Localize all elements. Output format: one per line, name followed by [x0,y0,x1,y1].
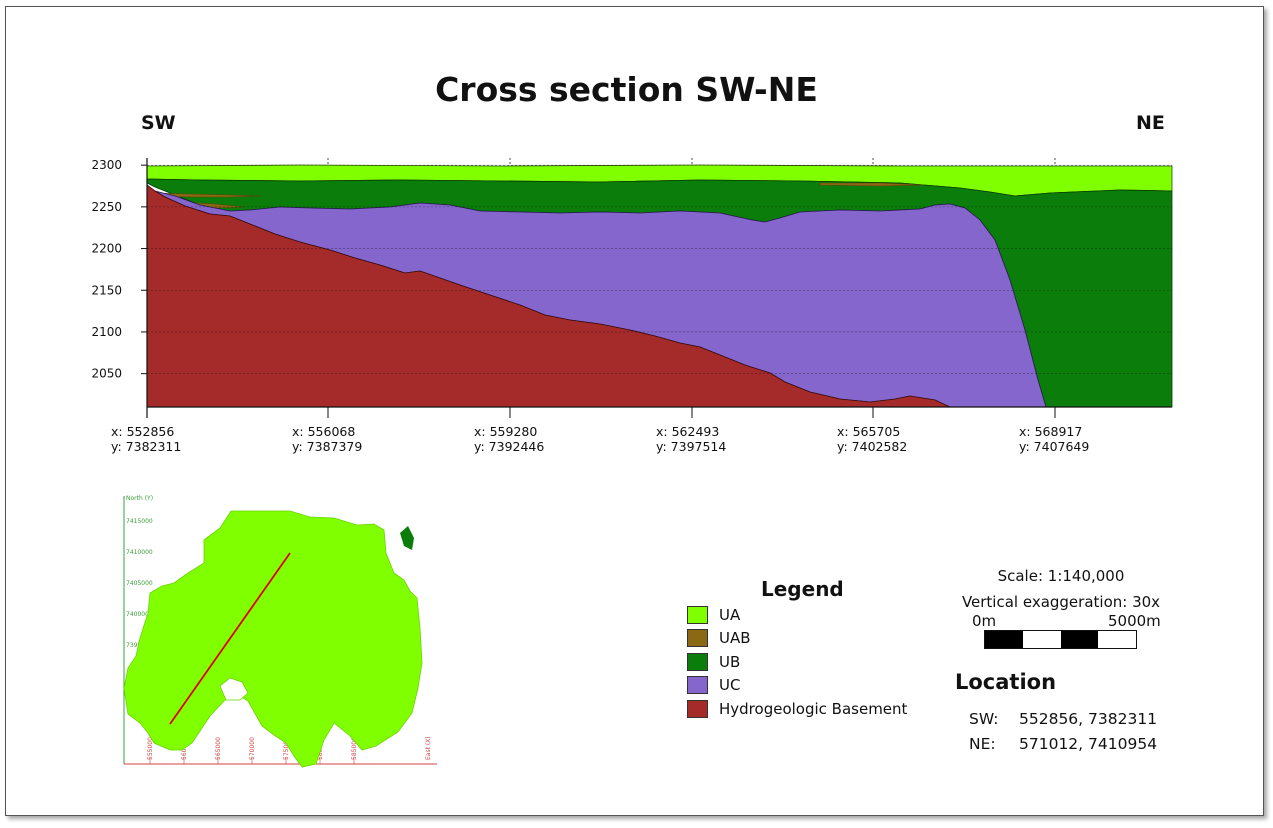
y-tick-label: 2050 [91,367,122,381]
scalebar [984,630,1137,649]
scalebar-segment [985,631,1023,648]
location-sw-label: SW: [969,710,999,728]
legend-item: UAB [687,627,907,651]
legend-item: UB [687,650,907,674]
x-axis-ticks [146,407,1056,418]
station-x-value: x: 565705 [837,424,901,439]
inset-x-tick-label: 565000 [215,737,222,760]
station-y-value: y: 7382311 [111,439,182,454]
legend-swatch [687,652,708,671]
scalebar-end-label: 5000m [1108,612,1161,630]
station-y-value: y: 7397514 [656,439,727,454]
legend-item: UA [687,603,907,627]
scalebar-start-label: 0m [972,612,997,630]
station-x-value: x: 559280 [474,424,538,439]
inset-y-tick-label: 7410000 [126,549,153,556]
cross-section-line [169,552,291,725]
location-sw-row: SW: 552856, 7382311 [969,710,1157,728]
location-title: Location [955,670,1057,694]
inset-x-tick-label: 555000 [147,737,154,760]
y-axis-ticks: 2300 2250 2200 2150 2100 2050 [91,158,1172,381]
y-tick-label: 2150 [91,283,122,297]
station-x-value: x: 552856 [111,424,175,439]
station-coordinate-label: x: 562493 y: 7397514 [656,424,726,454]
inset-location-map: North (Y) East (X) 7415000 7410000 7405000… [123,495,437,768]
station-y-value: y: 7402582 [837,439,908,454]
scalebar-segment [1022,631,1061,648]
y-tick-label: 2250 [91,200,122,214]
y-tick-label: 2100 [91,325,122,339]
station-y-value: y: 7392446 [474,439,545,454]
legend-label: UB [719,652,741,671]
page-title: Cross section SW-NE [435,70,818,109]
inset-x-tick-label: 575000 [283,737,290,760]
location-ne-label: NE: [969,735,996,753]
inset-land-area [123,510,423,768]
inset-y-tick-label: 7405000 [126,580,153,587]
inset-x-axis-title: East (X) [425,736,432,760]
station-coordinate-label: x: 552856 y: 7382311 [111,424,181,454]
scale-ratio: Scale: 1:140,000 [997,567,1125,585]
scalebar-segment [1098,631,1136,648]
inset-y-axis-title: North (Y) [126,495,153,502]
inset-y-tick-label: 7415000 [126,518,153,525]
y-tick-label: 2300 [91,158,122,172]
legend-title: Legend [761,577,844,601]
station-coordinate-label: x: 556068 y: 7387379 [292,424,362,454]
legend-label: UAB [719,629,751,648]
legend-item: Hydrogeologic Basement [687,697,907,721]
inset-x-tick-label: 570000 [249,737,256,760]
location-ne-row: NE: 571012, 7410954 [969,735,1157,753]
location-ne-value: 571012, 7410954 [1019,735,1158,753]
direction-label-sw: SW [141,112,176,134]
legend-item: UC [687,674,907,698]
location-sw-value: 552856, 7382311 [1019,710,1158,728]
vertical-exaggeration: Vertical exaggeration: 30x [961,593,1161,611]
legend-swatch [687,676,708,695]
station-x-value: x: 562493 [656,424,720,439]
legend-swatch [687,699,708,718]
layer-uab-lens [819,182,926,187]
station-y-value: y: 7407649 [1019,439,1090,454]
scalebar-segment [1060,631,1099,648]
inset-ub-outcrop [400,526,414,550]
station-coordinate-label: x: 559280 y: 7392446 [474,424,544,454]
station-x-value: x: 556068 [292,424,356,439]
inset-lake [219,677,249,701]
direction-label-ne: NE [1136,112,1165,134]
legend-label: Hydrogeologic Basement [719,699,908,718]
layer-basement [146,184,951,408]
inset-x-tick-label: 585000 [351,737,358,760]
legend-label: UC [719,676,741,695]
station-coordinate-label: x: 568917 y: 7407649 [1019,424,1089,454]
y-tick-label: 2200 [91,242,122,256]
station-y-value: y: 7387379 [292,439,363,454]
legend-swatch [687,629,708,648]
legend-swatch [687,605,708,624]
legend: UA UAB UB UC Hydrogeologic Basement [687,603,907,721]
station-x-value: x: 568917 [1019,424,1083,439]
inset-y-tick-label: 7400000 [126,611,153,618]
legend-label: UA [719,605,741,624]
station-coordinate-label: x: 565705 y: 7402582 [837,424,907,454]
